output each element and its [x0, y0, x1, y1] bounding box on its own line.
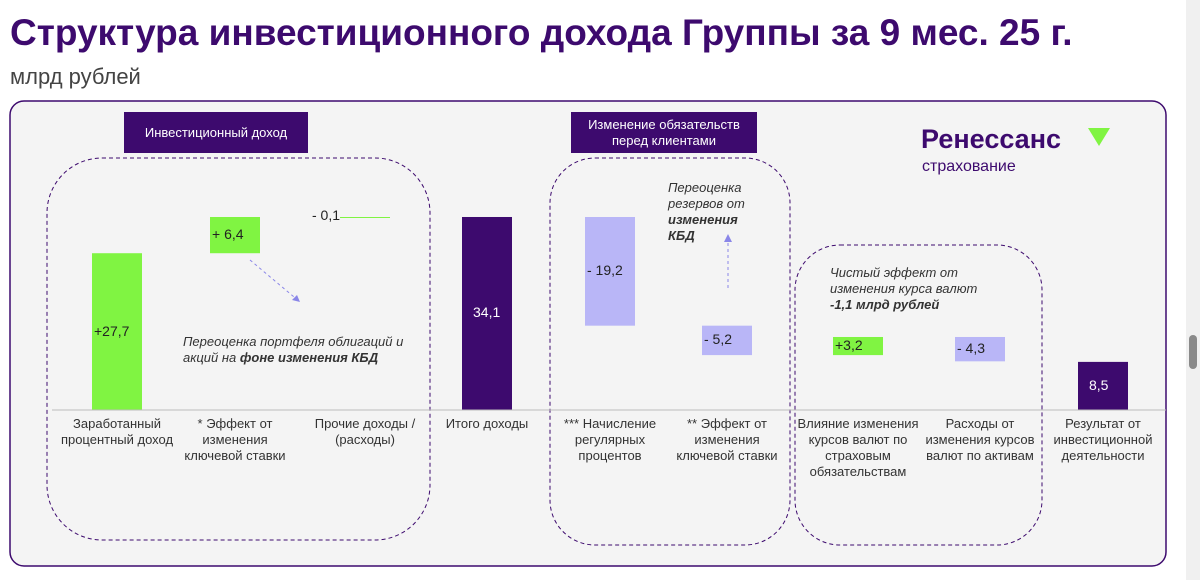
- bar: [1078, 361, 1128, 410]
- x-tick-label: ** Эффект от изменения ключевой ставки: [676, 416, 778, 463]
- x-tick-label: Итого доходы: [445, 416, 529, 431]
- annotation-bold: -1,1 млрд рублей: [830, 297, 940, 312]
- bar: [702, 325, 752, 356]
- bar: [462, 216, 512, 410]
- value-label: 8,5: [1089, 376, 1109, 393]
- logo-tagline: страхование: [922, 158, 1016, 175]
- logo-mark: [1088, 128, 1110, 146]
- value-label: - 19,2: [587, 262, 623, 279]
- arrow-head: [292, 295, 300, 302]
- annotation-text: Переоценка резервов от: [668, 180, 745, 211]
- x-tick-label: Влияние изменения курсов валют по страхо…: [797, 416, 919, 479]
- arrow-head: [724, 234, 732, 242]
- annotation-text: Переоценка портфеля облигаций и акций на: [183, 334, 404, 365]
- annotation-bold: изменения КБД: [668, 212, 738, 243]
- value-label: - 4,3: [957, 340, 986, 357]
- group-label: Инвестиционный доход: [124, 112, 308, 153]
- bar: [955, 336, 1005, 362]
- annotation-text: Чистый эффект от изменения курса валют: [830, 265, 978, 296]
- bar: [210, 216, 260, 254]
- scrollbar-thumb[interactable]: [1189, 335, 1197, 369]
- subtitle: млрд рублей: [10, 64, 141, 89]
- panel: [9, 100, 1167, 567]
- title: Структура инвестиционного дохода Группы …: [10, 12, 1073, 53]
- x-tick-label: Результат от инвестиционной деятельности: [1053, 416, 1153, 463]
- bar: [585, 216, 635, 326]
- logo-name: Ренессанс: [921, 124, 1062, 154]
- x-tick-label: Прочие доходы / (расходы): [314, 416, 416, 447]
- bar: [833, 336, 883, 356]
- group-label: Изменение обязательств перед клиентами: [571, 112, 757, 153]
- value-label: 34,1: [473, 304, 501, 321]
- group-frame: [46, 157, 431, 541]
- group-frame: [794, 244, 1043, 546]
- x-tick-label: * Эффект от изменения ключевой ставки: [184, 416, 286, 463]
- arrow: [249, 259, 301, 303]
- value-label: + 6,4: [212, 226, 244, 243]
- x-tick-label: *** Начисление регулярных процентов: [563, 416, 657, 463]
- value-label: - 5,2: [704, 331, 733, 348]
- annotation: Переоценка резервов от изменения КБД: [668, 180, 758, 244]
- annotation: Переоценка портфеля облигаций и акций на…: [183, 334, 423, 366]
- annotation: Чистый эффект от изменения курса валют -…: [830, 265, 1000, 313]
- annotation-bold: фоне изменения КБД: [239, 350, 379, 365]
- scrollbar[interactable]: [1186, 0, 1200, 580]
- x-tick-label: Заработанный процентный доход: [60, 416, 174, 447]
- value-label: - 0,1: [312, 206, 341, 223]
- bar: [340, 216, 390, 218]
- bar: [92, 253, 142, 410]
- value-label: +27,7: [94, 322, 130, 339]
- value-label: +3,2: [835, 337, 863, 354]
- x-tick-label: Расходы от изменения курсов валют по акт…: [925, 416, 1035, 463]
